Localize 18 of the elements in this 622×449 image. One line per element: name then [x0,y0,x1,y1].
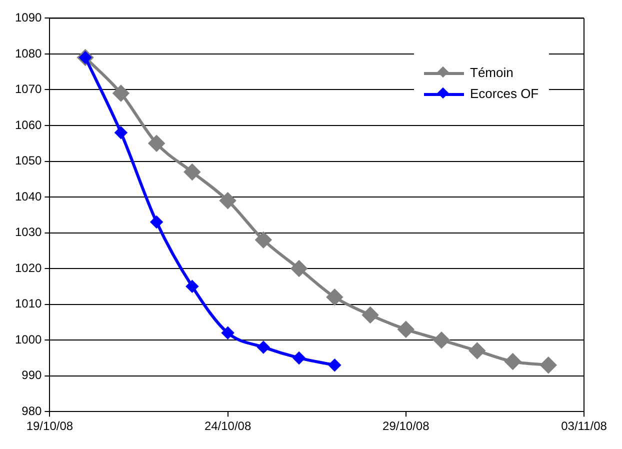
x-tick-label: 19/10/08 [26,419,74,434]
y-tick-label: 1090 [14,10,42,25]
x-tick-label: 24/10/08 [204,419,252,434]
y-tick-label: 1050 [14,154,42,168]
y-tick-label: 1070 [14,82,42,96]
y-tick-label: 980 [22,404,42,418]
y-tick-label: 1030 [14,225,42,240]
y-tick-label: 1040 [14,189,42,204]
y-tick-label: 1060 [14,118,42,132]
legend-label: Témoin [470,65,514,80]
y-tick-label: 1000 [14,332,42,346]
y-tick-label: 1020 [14,260,42,275]
x-tick-label: 03/11/08 [561,419,608,434]
legend-label: Ecorces OF [470,86,539,102]
x-tick-label: 29/10/08 [382,419,430,434]
y-tick-label: 990 [22,368,42,382]
y-tick-label: 1010 [14,296,42,311]
y-tick-label: 1080 [14,46,42,60]
